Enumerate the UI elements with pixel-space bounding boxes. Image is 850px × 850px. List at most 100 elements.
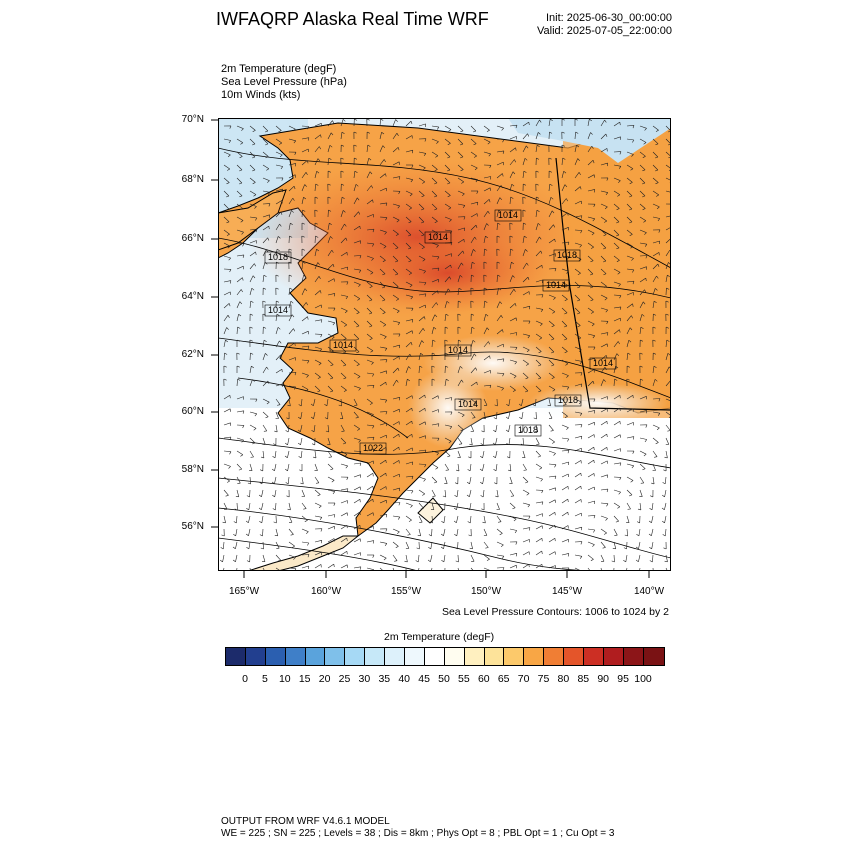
wind-barb <box>652 476 655 484</box>
wind-barb-flag <box>473 249 476 252</box>
wind-barb-flag <box>251 287 255 291</box>
wind-barb-flag <box>665 313 669 316</box>
wind-barb-flag <box>579 413 583 416</box>
wind-barb-flag <box>233 533 236 537</box>
wind-barb-flag <box>324 417 328 420</box>
wind-barb-flag <box>590 246 594 249</box>
wind-barb-flag <box>656 206 660 210</box>
wind-barb <box>275 211 282 218</box>
wind-barb-flag <box>539 119 542 123</box>
wind-barb <box>548 450 556 454</box>
wind-barb <box>327 263 334 270</box>
wind-barb-flag <box>252 143 256 146</box>
wind-barb <box>496 197 501 205</box>
wind-barb <box>379 411 388 413</box>
wind-barb <box>522 171 525 179</box>
wind-barb-flag <box>251 365 254 369</box>
footnote-line-1: OUTPUT FROM WRF V4.6.1 MODEL <box>221 816 390 827</box>
lat-label: 56°N <box>181 521 204 532</box>
wind-barb <box>288 398 291 406</box>
wind-barb <box>418 229 425 236</box>
wind-barb <box>548 475 556 478</box>
wind-barb-flag <box>340 170 344 173</box>
wind-barb-flag <box>446 301 450 304</box>
wind-barb <box>508 424 511 432</box>
wind-barb-flag <box>553 453 556 456</box>
wind-barb <box>418 242 425 248</box>
wind-barb <box>574 554 582 557</box>
wind-barb-flag <box>500 544 504 548</box>
wind-barb-flag <box>666 287 670 290</box>
wind-barb <box>638 528 641 536</box>
wind-barb-flag <box>259 534 263 537</box>
wind-barb-flag <box>313 456 317 459</box>
wind-barb <box>561 320 568 327</box>
wind-barb <box>262 151 269 157</box>
wind-barb <box>509 289 515 296</box>
wind-barb-flag <box>416 547 420 550</box>
wind-barb <box>314 502 322 507</box>
wind-barb <box>287 437 290 445</box>
wind-barb <box>275 541 280 549</box>
wind-barb <box>314 346 322 350</box>
wind-barb-flag <box>407 534 411 536</box>
wind-barb-flag <box>442 495 446 498</box>
isobar-label: 1018 <box>264 251 292 264</box>
wind-barb-flag <box>540 478 543 482</box>
wind-barb <box>548 184 551 192</box>
wind-barb <box>366 385 375 387</box>
wind-barb <box>301 148 309 153</box>
wind-barb-flag <box>271 481 275 485</box>
wind-barb <box>236 138 244 144</box>
wind-barb-flag <box>252 169 256 172</box>
wind-barb-flag <box>331 480 335 483</box>
wind-barb-flag <box>383 336 387 340</box>
wind-barb-flag <box>407 247 412 250</box>
wind-barb <box>340 266 348 270</box>
wind-barb-flag <box>330 132 334 136</box>
wind-barb <box>665 437 670 445</box>
wind-barb-flag <box>631 258 634 261</box>
wind-barb-flag <box>654 379 658 382</box>
wind-barb <box>313 398 316 406</box>
wind-barb <box>496 173 503 179</box>
wind-barb <box>561 385 569 388</box>
wind-barb <box>340 372 347 379</box>
wind-barb <box>236 476 241 484</box>
wind-barb <box>223 303 230 309</box>
wind-barb-flag <box>407 234 412 237</box>
colorbar-label: 95 <box>617 673 629 685</box>
wind-barb-flag <box>483 274 487 277</box>
wind-barb <box>327 249 333 257</box>
wind-barb-flag <box>533 417 537 420</box>
wind-barb-flag <box>651 482 655 485</box>
wind-barb-flag <box>371 414 374 417</box>
wind-barb <box>561 212 568 218</box>
wind-barb <box>353 225 360 231</box>
wind-barb-flag <box>255 251 257 255</box>
wind-barb <box>236 177 243 184</box>
model-footnote: OUTPUT FROM WRF V4.6.1 MODEL WE = 225 ; … <box>221 816 614 840</box>
wind-barb <box>431 450 439 454</box>
field-list: 2m Temperature (degF) Sea Level Pressure… <box>221 63 347 102</box>
wind-barb-flag <box>420 508 424 510</box>
wind-barb <box>587 242 594 248</box>
wind-barb <box>456 502 459 510</box>
wind-barb-flag <box>221 534 225 537</box>
wind-barb-flag <box>554 525 556 529</box>
wind-barb <box>431 476 438 483</box>
wind-barb-flag <box>424 316 426 320</box>
wind-barb-flag <box>395 233 399 236</box>
wind-barb-flag <box>385 473 387 477</box>
wind-barb-flag <box>294 152 297 156</box>
wind-barb <box>418 489 425 495</box>
wind-barb <box>405 541 410 549</box>
colorbar-label: 90 <box>597 673 610 685</box>
wind-barb-flag <box>485 313 489 317</box>
wind-barb-flag <box>474 353 477 357</box>
wind-barb <box>418 293 426 296</box>
colorbar-swatch <box>603 648 624 665</box>
wind-barb <box>418 502 424 509</box>
wind-barb-flag <box>549 183 553 186</box>
wind-barb-flag <box>468 534 472 537</box>
